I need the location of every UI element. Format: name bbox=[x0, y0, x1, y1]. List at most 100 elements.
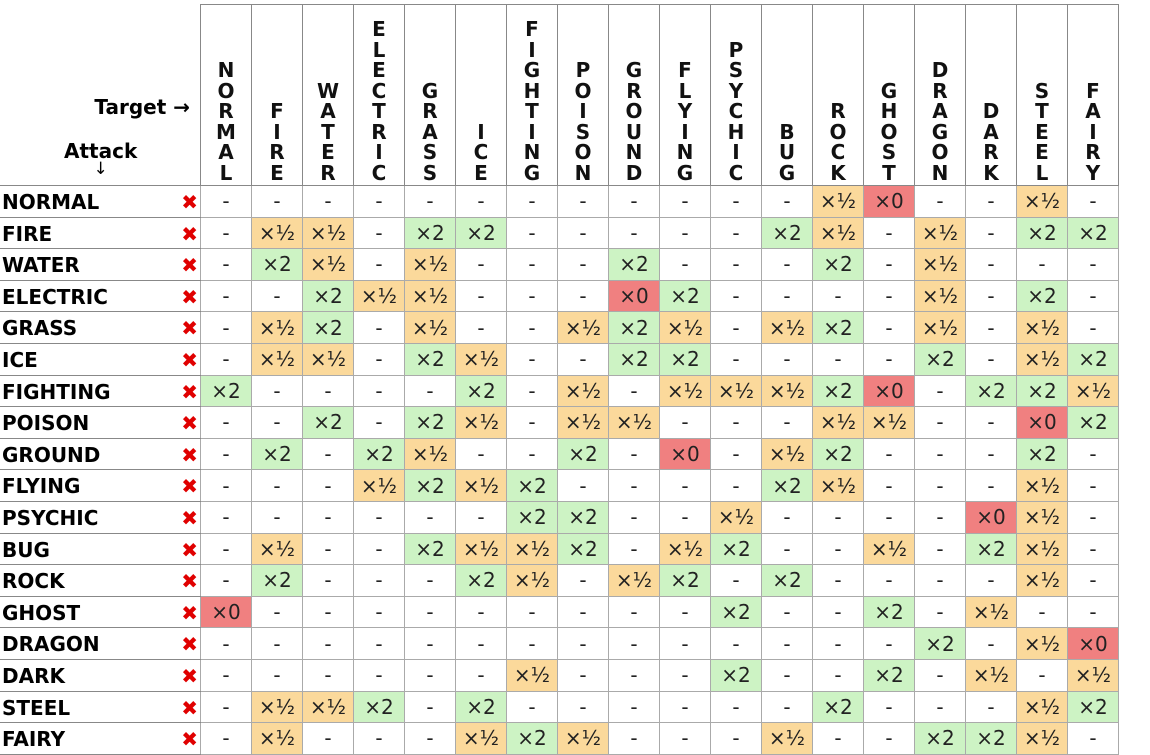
effect-cell: ×½ bbox=[812, 185, 864, 218]
close-icon[interactable]: ✖ bbox=[181, 663, 198, 688]
effect-cell: - bbox=[761, 406, 813, 439]
effect-cell: - bbox=[914, 595, 966, 629]
effect-cell: - bbox=[965, 279, 1017, 313]
effect-cell: - bbox=[914, 406, 966, 439]
effect-cell: - bbox=[557, 185, 609, 218]
close-icon[interactable]: ✖ bbox=[181, 569, 198, 594]
effect-cell: ×2 bbox=[812, 437, 864, 471]
close-icon[interactable]: ✖ bbox=[181, 316, 198, 341]
effect-cell: - bbox=[302, 627, 354, 660]
corner-header: Target → Attack ↓ bbox=[0, 4, 201, 186]
effect-cell: ×½ bbox=[404, 248, 456, 281]
table-row: NORMAL ✖ - - - - - - - - - - - - ×½ ×0- - ×½ - bbox=[0, 185, 1119, 218]
effect-cell: ×0 bbox=[1067, 627, 1119, 660]
close-icon[interactable]: ✖ bbox=[181, 727, 198, 752]
effect-cell: - bbox=[710, 248, 762, 281]
effect-cell: - bbox=[608, 374, 660, 408]
effect-cell: - bbox=[1067, 437, 1119, 471]
effect-cell: ×½ bbox=[659, 532, 711, 566]
effect-cell: - bbox=[761, 248, 813, 281]
effect-cell: - bbox=[863, 722, 915, 755]
close-icon[interactable]: ✖ bbox=[181, 284, 198, 309]
close-icon[interactable]: ✖ bbox=[181, 505, 198, 530]
close-icon[interactable]: ✖ bbox=[181, 253, 198, 278]
effect-cell: ×½ bbox=[506, 564, 558, 597]
effect-cell: - bbox=[1016, 248, 1068, 281]
effect-cell: - bbox=[404, 185, 456, 218]
effect-cell: - bbox=[557, 595, 609, 629]
close-icon[interactable]: ✖ bbox=[181, 537, 198, 562]
effect-cell: - bbox=[353, 658, 405, 692]
effect-cell: - bbox=[965, 185, 1017, 218]
row-label: POISON bbox=[2, 411, 90, 436]
effect-cell: - bbox=[659, 185, 711, 218]
effect-cell: - bbox=[863, 469, 915, 502]
effect-cell: ×2 bbox=[302, 311, 354, 344]
effect-cell: ×2 bbox=[251, 248, 303, 281]
effect-cell: - bbox=[812, 658, 864, 692]
effect-cell: - bbox=[353, 185, 405, 218]
effect-cell: - bbox=[404, 595, 456, 629]
effect-cell: ×2 bbox=[1067, 406, 1119, 439]
close-icon[interactable]: ✖ bbox=[181, 632, 198, 657]
effect-cell: - bbox=[659, 690, 711, 724]
effect-cell: ×2 bbox=[455, 216, 507, 250]
row-label: ELECTRIC bbox=[2, 284, 108, 309]
row-label: DRAGON bbox=[2, 632, 100, 657]
effect-cell: - bbox=[812, 627, 864, 660]
effect-cell: ×½ bbox=[1016, 564, 1068, 597]
effect-cell: - bbox=[251, 469, 303, 502]
effect-cell: ×2 bbox=[812, 248, 864, 281]
close-icon[interactable]: ✖ bbox=[181, 411, 198, 436]
effect-cell: - bbox=[1067, 500, 1119, 534]
close-icon[interactable]: ✖ bbox=[181, 695, 198, 720]
effect-cell: ×½ bbox=[302, 248, 354, 281]
effect-cell: ×2 bbox=[1067, 216, 1119, 250]
close-icon[interactable]: ✖ bbox=[181, 474, 198, 499]
close-icon[interactable]: ✖ bbox=[181, 221, 198, 246]
effect-cell: - bbox=[302, 564, 354, 597]
effect-cell: ×2 bbox=[302, 406, 354, 439]
table-row: POISON ✖ - - ×2- ×2 ×½ - ×½ ×½ - - - ×½ ×½ - - ×0 ×2 bbox=[0, 406, 1119, 439]
effect-cell: ×2 bbox=[863, 595, 915, 629]
effect-cell: - bbox=[965, 342, 1017, 376]
close-icon[interactable]: ✖ bbox=[181, 379, 198, 404]
effect-cell: - bbox=[965, 437, 1017, 471]
effect-cell: - bbox=[353, 500, 405, 534]
close-icon[interactable]: ✖ bbox=[181, 190, 198, 214]
effect-cell: - bbox=[557, 342, 609, 376]
effect-cell: ×2 bbox=[965, 374, 1017, 408]
effect-cell: ×½ bbox=[914, 216, 966, 250]
table-row: ROCK ✖ - ×2- - - ×2 ×½ - ×½ ×2- ×2- - - - ×½ - bbox=[0, 564, 1119, 597]
row-label: GROUND bbox=[2, 442, 101, 467]
effect-cell: - bbox=[1067, 185, 1119, 218]
close-icon[interactable]: ✖ bbox=[181, 442, 198, 467]
effect-cell: - bbox=[761, 690, 813, 724]
effect-cell: ×2 bbox=[404, 216, 456, 250]
row-header-normal: NORMAL ✖ bbox=[0, 185, 201, 218]
effect-cell: - bbox=[506, 342, 558, 376]
effect-cell: - bbox=[608, 500, 660, 534]
effect-cell: - bbox=[251, 658, 303, 692]
effect-cell: ×½ bbox=[557, 311, 609, 344]
effect-cell: ×2 bbox=[353, 690, 405, 724]
row-label: WATER bbox=[2, 253, 80, 278]
effect-cell: - bbox=[863, 311, 915, 344]
table-row: DARK ✖ - - - - - - ×½ - - - ×2- - ×2- ×½ - ×½ bbox=[0, 658, 1119, 692]
effect-cell: ×2 bbox=[710, 595, 762, 629]
effect-cell: - bbox=[200, 437, 252, 471]
effect-cell: ×½ bbox=[761, 311, 813, 344]
effect-cell: - bbox=[608, 437, 660, 471]
close-icon[interactable]: ✖ bbox=[181, 347, 198, 372]
effect-cell: ×½ bbox=[557, 722, 609, 755]
close-icon[interactable]: ✖ bbox=[181, 600, 198, 625]
effect-cell: ×2 bbox=[761, 469, 813, 502]
